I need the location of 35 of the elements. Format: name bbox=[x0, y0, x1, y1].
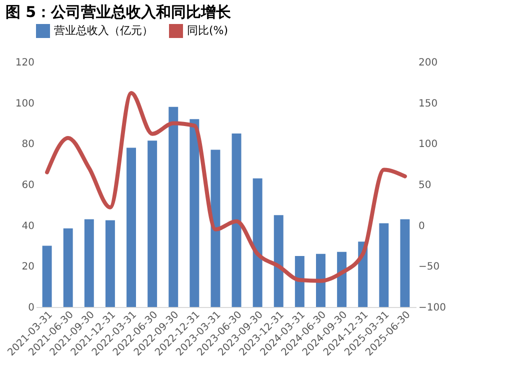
y2-tick-label: 50 bbox=[418, 180, 432, 191]
bar bbox=[294, 256, 304, 307]
y2-tick-label: −100 bbox=[418, 302, 446, 314]
bar bbox=[379, 223, 389, 307]
bar bbox=[316, 254, 326, 307]
line-series bbox=[45, 91, 407, 283]
bar bbox=[232, 133, 242, 307]
y2-tick-label: 150 bbox=[418, 98, 438, 110]
chart-title: 图 5：公司营业总收入和同比增长 bbox=[5, 3, 232, 21]
bar bbox=[168, 106, 178, 307]
y-tick-label: 100 bbox=[15, 98, 34, 110]
bar bbox=[148, 140, 158, 307]
legend-label: 营业总收入（亿元） bbox=[54, 24, 153, 37]
bar bbox=[42, 246, 52, 307]
bar bbox=[210, 150, 220, 307]
y-tick-label: 40 bbox=[22, 220, 34, 232]
y2-tick-label: 100 bbox=[418, 139, 438, 150]
y2-tick-label: 0 bbox=[418, 220, 425, 232]
y2-tick-label: −50 bbox=[418, 262, 440, 273]
bar bbox=[274, 215, 284, 307]
y-tick-label: 20 bbox=[22, 262, 34, 273]
y-tick-label: 120 bbox=[15, 58, 34, 68]
bar bbox=[400, 219, 410, 307]
bar bbox=[84, 219, 94, 307]
bar bbox=[337, 252, 347, 307]
bar bbox=[105, 220, 115, 307]
legend-label: 同比(%) bbox=[187, 24, 228, 37]
bar bbox=[190, 119, 200, 307]
bar bbox=[252, 178, 262, 307]
y2-tick-label: 200 bbox=[418, 58, 438, 68]
y-tick-label: 0 bbox=[28, 302, 34, 314]
bar bbox=[126, 148, 136, 307]
y-tick-label: 60 bbox=[22, 180, 34, 191]
bar bbox=[63, 228, 73, 307]
y-tick-label: 80 bbox=[22, 139, 34, 150]
